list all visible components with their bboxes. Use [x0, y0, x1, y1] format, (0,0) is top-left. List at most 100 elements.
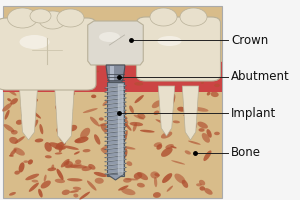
Text: Implant: Implant — [231, 106, 276, 119]
Ellipse shape — [140, 130, 155, 133]
Ellipse shape — [30, 109, 41, 119]
Ellipse shape — [100, 148, 111, 156]
Polygon shape — [182, 86, 199, 140]
Ellipse shape — [137, 113, 146, 119]
FancyBboxPatch shape — [0, 18, 96, 90]
Ellipse shape — [44, 175, 46, 182]
Ellipse shape — [61, 159, 70, 167]
Ellipse shape — [121, 111, 126, 115]
Ellipse shape — [63, 145, 79, 150]
Ellipse shape — [57, 9, 84, 27]
Ellipse shape — [73, 71, 82, 75]
Ellipse shape — [73, 194, 78, 198]
Ellipse shape — [182, 180, 188, 188]
Ellipse shape — [171, 160, 185, 165]
Polygon shape — [158, 86, 175, 136]
Ellipse shape — [161, 147, 172, 157]
Ellipse shape — [83, 108, 98, 113]
Ellipse shape — [144, 78, 151, 81]
Ellipse shape — [133, 123, 137, 132]
Ellipse shape — [118, 115, 128, 121]
Ellipse shape — [90, 117, 99, 126]
Ellipse shape — [214, 84, 220, 87]
Ellipse shape — [87, 180, 97, 191]
Ellipse shape — [154, 111, 159, 115]
Ellipse shape — [137, 172, 148, 180]
Ellipse shape — [68, 89, 75, 96]
Ellipse shape — [186, 77, 193, 82]
Ellipse shape — [39, 11, 66, 29]
Ellipse shape — [125, 178, 139, 180]
Ellipse shape — [23, 104, 35, 112]
Ellipse shape — [214, 132, 220, 135]
Ellipse shape — [55, 105, 64, 113]
Ellipse shape — [130, 122, 143, 126]
Ellipse shape — [14, 147, 25, 156]
Ellipse shape — [15, 136, 25, 144]
Ellipse shape — [91, 95, 96, 98]
Ellipse shape — [21, 106, 28, 114]
Ellipse shape — [152, 100, 162, 108]
Ellipse shape — [22, 113, 32, 122]
Ellipse shape — [204, 188, 213, 195]
Ellipse shape — [115, 79, 119, 81]
Ellipse shape — [101, 124, 110, 134]
Ellipse shape — [203, 150, 211, 161]
Ellipse shape — [11, 130, 18, 135]
Bar — [3, 6, 222, 198]
Ellipse shape — [56, 68, 61, 72]
Ellipse shape — [185, 150, 191, 155]
Ellipse shape — [118, 185, 128, 191]
Ellipse shape — [173, 120, 180, 123]
Ellipse shape — [201, 82, 204, 84]
Ellipse shape — [31, 120, 38, 129]
Ellipse shape — [161, 131, 172, 139]
Ellipse shape — [27, 98, 38, 103]
Polygon shape — [106, 65, 125, 82]
Ellipse shape — [180, 8, 207, 26]
Ellipse shape — [206, 129, 212, 138]
Ellipse shape — [129, 105, 134, 113]
Ellipse shape — [66, 160, 69, 166]
Ellipse shape — [70, 165, 87, 168]
Ellipse shape — [160, 94, 167, 99]
Ellipse shape — [7, 88, 16, 96]
Ellipse shape — [80, 128, 90, 139]
Ellipse shape — [188, 141, 201, 145]
Ellipse shape — [29, 183, 39, 192]
Ellipse shape — [150, 171, 159, 179]
Ellipse shape — [20, 35, 50, 49]
Ellipse shape — [170, 146, 177, 148]
Ellipse shape — [163, 98, 168, 101]
Text: Bone: Bone — [231, 146, 261, 160]
Ellipse shape — [110, 65, 118, 68]
Ellipse shape — [73, 187, 81, 190]
Ellipse shape — [23, 160, 28, 163]
Ellipse shape — [69, 190, 79, 193]
Ellipse shape — [39, 80, 42, 83]
Ellipse shape — [170, 94, 175, 106]
Ellipse shape — [25, 174, 39, 180]
Bar — [107, 82, 124, 176]
Ellipse shape — [122, 148, 128, 158]
Ellipse shape — [199, 180, 205, 186]
Ellipse shape — [79, 192, 90, 200]
Ellipse shape — [67, 178, 83, 181]
Ellipse shape — [211, 92, 219, 97]
Ellipse shape — [106, 172, 116, 177]
Ellipse shape — [103, 100, 110, 106]
Ellipse shape — [55, 152, 62, 155]
Ellipse shape — [10, 98, 18, 105]
Ellipse shape — [102, 145, 111, 150]
Ellipse shape — [193, 107, 208, 112]
Ellipse shape — [114, 94, 121, 104]
Polygon shape — [20, 88, 38, 140]
Ellipse shape — [152, 84, 167, 93]
Ellipse shape — [108, 102, 121, 107]
Ellipse shape — [62, 190, 70, 195]
Ellipse shape — [200, 186, 205, 191]
Ellipse shape — [202, 133, 210, 143]
Ellipse shape — [153, 192, 161, 198]
Ellipse shape — [154, 142, 162, 147]
Ellipse shape — [156, 144, 162, 150]
